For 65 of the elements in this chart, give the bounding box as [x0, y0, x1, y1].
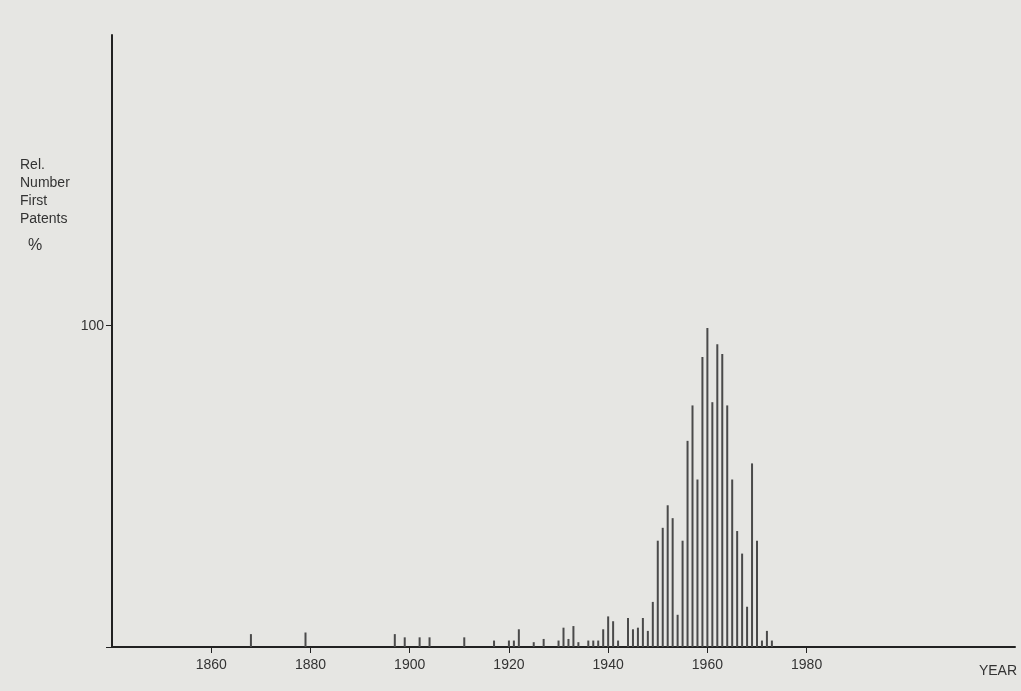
bar: [304, 632, 307, 647]
x-tick-label: 1920: [493, 656, 525, 672]
bar: [612, 621, 615, 647]
x-tick-label: 1880: [294, 656, 327, 672]
bar: [711, 402, 714, 647]
bar: [696, 479, 699, 647]
bar: [760, 640, 763, 647]
y-axis-title: Rel. Number First Patents %: [20, 156, 71, 253]
bar: [602, 629, 605, 647]
bar: [716, 344, 719, 647]
bar: [393, 634, 396, 647]
bar: [627, 618, 629, 647]
bar: [646, 630, 649, 647]
bar: [756, 540, 758, 647]
bar: [567, 638, 570, 647]
bar: [493, 640, 496, 647]
bar: [557, 640, 560, 647]
x-axis-title: YEAR: [978, 662, 1017, 678]
bar: [631, 629, 634, 647]
bar: [607, 616, 610, 647]
bar: [686, 440, 689, 647]
bar: [428, 637, 431, 647]
bar: [249, 634, 252, 647]
bar: [751, 463, 754, 647]
bar: [597, 640, 600, 647]
bar: [577, 642, 580, 647]
bar: [651, 601, 654, 647]
bar: [681, 540, 684, 647]
bar: [507, 640, 510, 647]
bar: [517, 629, 520, 647]
bar: [765, 630, 768, 647]
bar: [617, 640, 620, 647]
bar: [701, 357, 704, 647]
x-tick-label: 1960: [691, 656, 724, 672]
bar: [736, 531, 739, 647]
bar: [512, 640, 515, 647]
bar: [418, 637, 421, 647]
x-tick-label: 1940: [592, 656, 624, 672]
bar: [572, 626, 575, 647]
bar: [587, 640, 590, 647]
bar: [641, 618, 644, 647]
x-tick-label: 1980: [791, 656, 823, 672]
bar: [661, 527, 664, 647]
bar: [726, 405, 729, 647]
bar: [770, 640, 773, 647]
bar: [403, 637, 406, 647]
x-tick-label: 1860: [195, 656, 228, 672]
bar: [666, 505, 669, 647]
bar: [741, 553, 744, 647]
bar: [592, 640, 595, 647]
bar: [532, 642, 535, 647]
y-tick-label: 100: [80, 316, 105, 333]
bar: [562, 627, 565, 647]
x-tick-label: 1900: [394, 656, 426, 672]
bar: [691, 405, 694, 647]
bar: [656, 540, 659, 647]
bar: [463, 637, 466, 647]
bar: [746, 606, 749, 647]
bar: [731, 479, 734, 647]
bar: [636, 627, 639, 647]
bar: [671, 518, 674, 647]
bar: [721, 353, 724, 647]
bar: [676, 614, 679, 647]
bar: [706, 328, 709, 647]
bar: [542, 638, 545, 647]
